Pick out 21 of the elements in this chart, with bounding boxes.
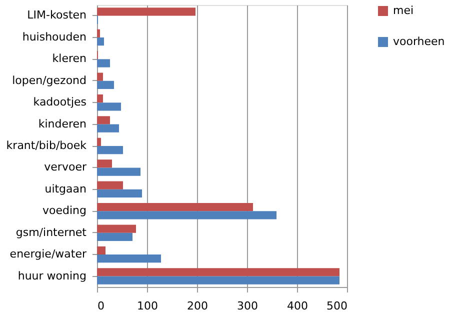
y-tick-label: vervoer bbox=[44, 160, 87, 174]
x-tick-label: 200 bbox=[187, 300, 208, 312]
y-tick-label: kleren bbox=[52, 52, 87, 66]
y-tick-label: LIM-kosten bbox=[27, 8, 87, 22]
y-tick-label: huishouden bbox=[22, 30, 87, 44]
x-tick-label: 100 bbox=[137, 300, 158, 312]
x-tick-label: 0 bbox=[98, 300, 104, 312]
legend-label: voorheen bbox=[393, 35, 445, 48]
legend-label: mei bbox=[393, 4, 414, 17]
y-tick-label: krant/bib/boek bbox=[6, 139, 88, 152]
x-tick-label: 400 bbox=[287, 300, 308, 312]
y-tick-label: gsm/internet bbox=[16, 226, 88, 239]
x-tick-label: 300 bbox=[237, 300, 258, 312]
y-tick-label: energie/water bbox=[10, 248, 87, 261]
x-tick-label: 500 bbox=[326, 300, 348, 312]
y-tick-label: uitgaan bbox=[44, 182, 87, 196]
y-tick-label: kinderen bbox=[38, 117, 87, 130]
y-tick-label: kadootjes bbox=[33, 96, 87, 109]
y-tick-label: huur woning bbox=[18, 269, 86, 282]
y-tick-label: voeding bbox=[42, 204, 86, 218]
y-tick-label: lopen/gezond bbox=[12, 74, 86, 87]
